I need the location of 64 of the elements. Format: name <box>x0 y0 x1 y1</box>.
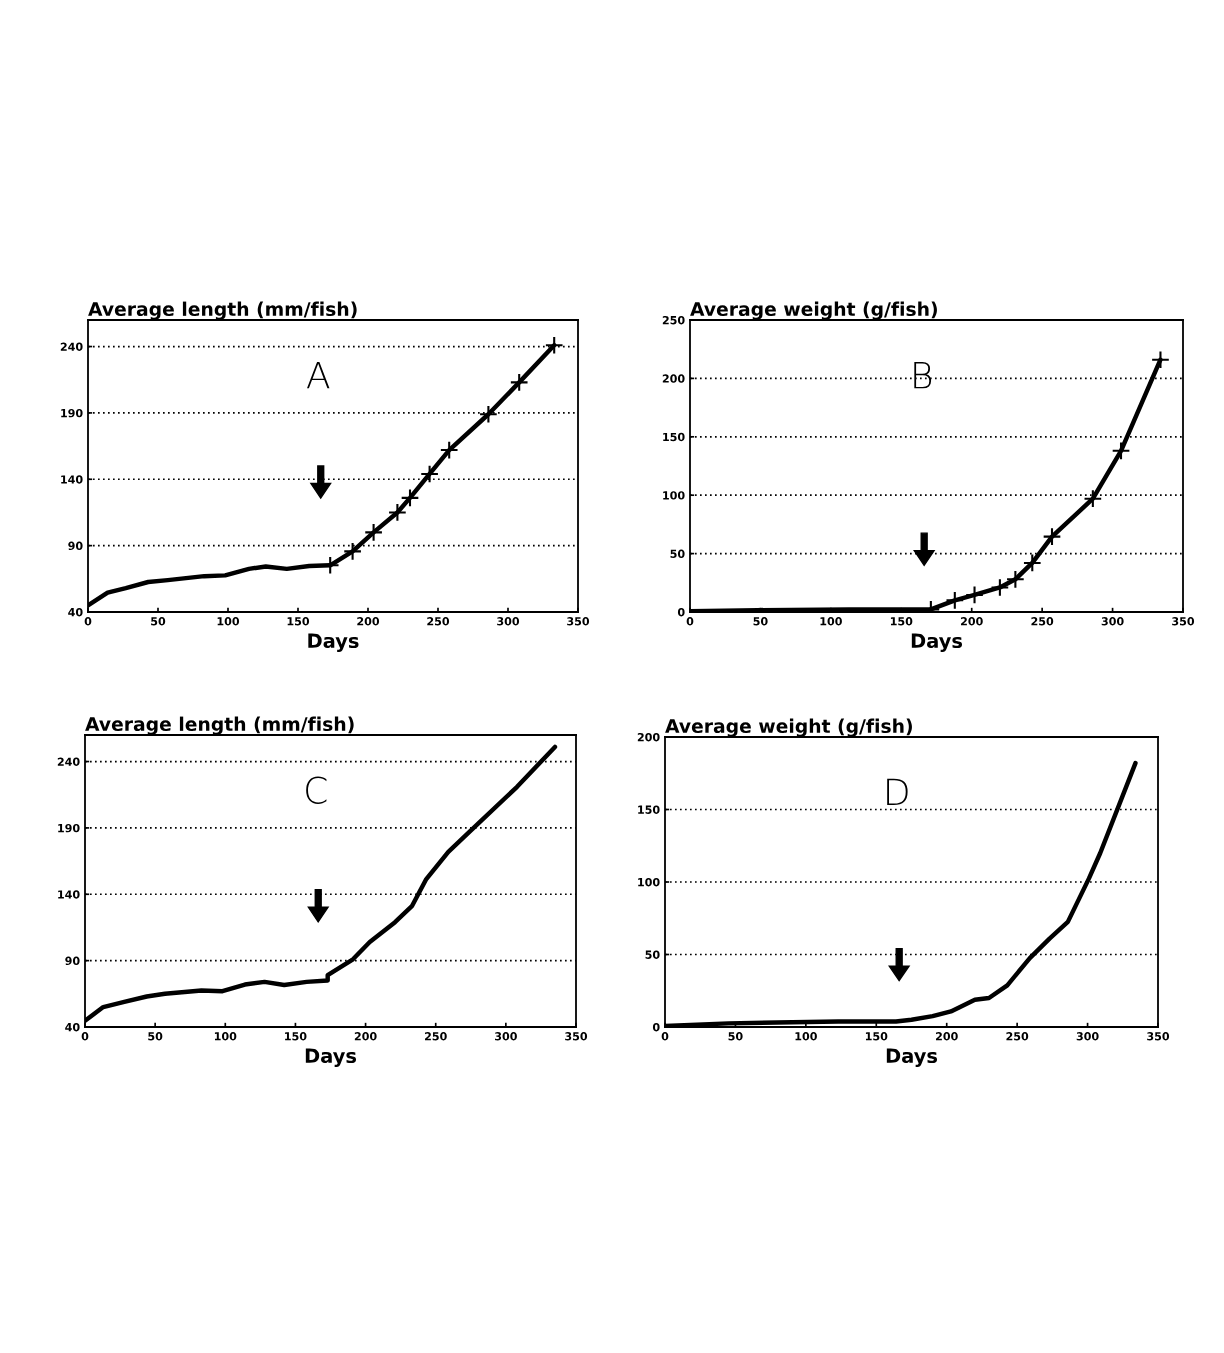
x-axis-title: Days <box>305 1048 357 1067</box>
y-tick-label: 0 <box>677 607 685 617</box>
annotation: A <box>307 362 330 389</box>
x-tick-label: 150 <box>890 617 913 626</box>
x-tick-label: 0 <box>81 1032 89 1041</box>
y-tick-label: 90 <box>65 956 80 966</box>
chart-title: Average weight (g/fish) <box>690 301 937 320</box>
x-tick-label: 350 <box>567 617 590 626</box>
x-tick-label: 200 <box>961 617 983 626</box>
y-tick-label: 0 <box>652 1022 660 1032</box>
y-tick-label: 150 <box>663 432 685 442</box>
x-tick-label: 150 <box>285 1032 307 1041</box>
x-tick-label: 250 <box>1031 617 1054 626</box>
x-tick-label: 200 <box>357 617 380 626</box>
chart-title: Average length (mm/fish) <box>85 716 354 735</box>
chart-title: Average weight (g/fish) <box>665 718 912 737</box>
y-tick-label: 150 <box>638 805 660 814</box>
y-tick-label: 240 <box>60 342 83 351</box>
y-tick-label: 100 <box>663 491 685 500</box>
annotation: C <box>306 776 327 804</box>
x-tick-label: 300 <box>1101 617 1124 626</box>
chart-title: Average length (mm/fish) <box>88 301 357 320</box>
x-tick-label: 0 <box>84 617 92 626</box>
y-tick-label: 200 <box>637 732 660 742</box>
x-axis-title: Days <box>911 633 963 652</box>
y-tick-label: 190 <box>58 823 80 833</box>
x-tick-label: 50 <box>728 1032 743 1041</box>
y-tick-label: 90 <box>68 541 83 551</box>
x-tick-label: 50 <box>151 617 166 626</box>
annotation: B <box>914 362 932 389</box>
x-axis-title: Days <box>886 1048 938 1067</box>
x-tick-label: 200 <box>936 1032 958 1041</box>
x-tick-label: 0 <box>686 617 694 626</box>
y-tick-label: 50 <box>670 549 685 558</box>
x-tick-label: 300 <box>495 1032 517 1041</box>
y-tick-label: 140 <box>58 890 80 899</box>
y-tick-label: 200 <box>662 374 685 383</box>
x-tick-label: 100 <box>795 1032 817 1041</box>
x-tick-label: 200 <box>354 1032 377 1041</box>
x-tick-label: 350 <box>1147 1032 1170 1041</box>
x-tick-label: 300 <box>1076 1032 1099 1041</box>
x-tick-label: 100 <box>820 617 842 626</box>
y-tick-label: 100 <box>638 877 660 887</box>
x-tick-label: 50 <box>753 617 768 626</box>
x-tick-label: 150 <box>865 1032 888 1041</box>
x-tick-label: 300 <box>497 617 520 626</box>
y-tick-label: 40 <box>68 607 83 617</box>
x-axis-title: Days <box>308 633 359 652</box>
x-tick-label: 250 <box>1006 1032 1029 1041</box>
y-tick-label: 50 <box>645 950 660 959</box>
y-tick-label: 250 <box>662 315 685 325</box>
x-tick-label: 350 <box>1172 617 1195 626</box>
x-tick-label: 250 <box>427 617 450 626</box>
x-tick-label: 100 <box>214 1032 237 1041</box>
x-tick-label: 100 <box>217 617 240 626</box>
y-tick-label: 40 <box>65 1022 80 1032</box>
x-tick-label: 150 <box>287 617 310 626</box>
y-tick-label: 140 <box>61 475 83 484</box>
x-tick-label: 50 <box>148 1032 163 1041</box>
x-tick-label: 250 <box>425 1032 447 1041</box>
y-tick-label: 240 <box>57 757 80 766</box>
y-tick-label: 190 <box>61 408 83 418</box>
annotation: D <box>887 778 908 805</box>
x-tick-label: 350 <box>565 1032 588 1041</box>
